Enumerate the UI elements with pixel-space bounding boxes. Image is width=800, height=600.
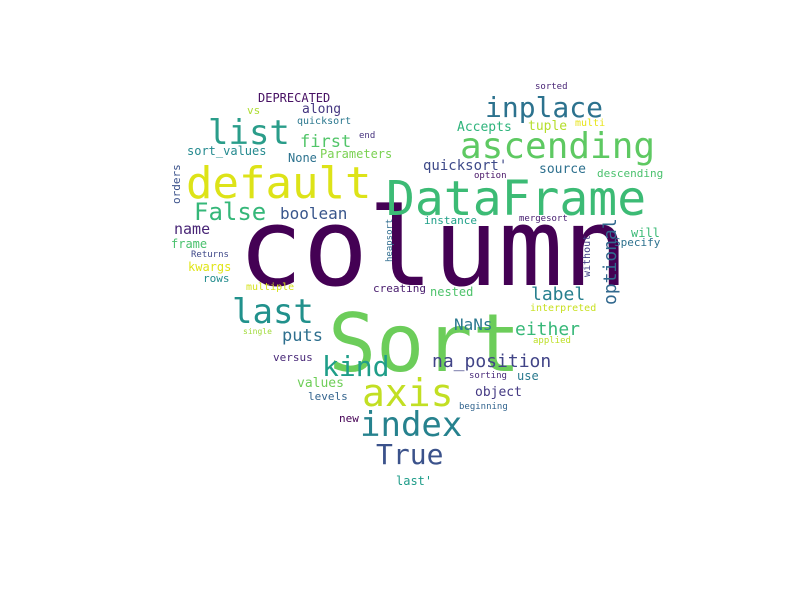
cloud-word: Accepts: [457, 120, 512, 135]
cloud-word: sorted: [535, 82, 568, 92]
cloud-word: kind: [322, 350, 389, 383]
cloud-word: axis: [362, 371, 454, 415]
cloud-word: kwargs: [188, 260, 231, 274]
cloud-word: mergesort: [519, 214, 568, 224]
cloud-word: will: [631, 226, 660, 240]
cloud-word: NaNs: [454, 315, 493, 334]
cloud-word: DEPRECATED: [258, 91, 330, 105]
cloud-word: last: [232, 292, 314, 332]
cloud-word: DataFrame: [386, 171, 646, 227]
cloud-word: object: [475, 385, 522, 400]
cloud-word: Sort: [328, 297, 521, 390]
cloud-word: interpreted: [530, 303, 596, 314]
cloud-word: last': [396, 474, 432, 488]
cloud-word: list: [208, 113, 290, 153]
cloud-word: label: [531, 284, 585, 305]
cloud-word: sort_values: [187, 144, 266, 158]
cloud-word: heapsort: [385, 219, 395, 262]
cloud-word: Specify: [614, 236, 661, 249]
cloud-word: Returns: [191, 250, 229, 260]
cloud-word: frame: [171, 237, 207, 251]
cloud-word: applied: [533, 336, 571, 346]
cloud-word: inplace: [485, 91, 603, 124]
cloud-word: orders: [170, 164, 183, 204]
cloud-word: single: [243, 327, 272, 336]
cloud-word: tuple: [528, 119, 567, 134]
cloud-word: either: [515, 319, 580, 340]
cloud-word: ascending: [460, 126, 655, 167]
cloud-word: descending: [597, 167, 663, 180]
cloud-word: values: [297, 376, 344, 391]
cloud-word: quicksort: [297, 116, 351, 127]
cloud-word: nested: [430, 285, 473, 299]
cloud-word: na_position: [432, 351, 551, 372]
cloud-word: source: [539, 162, 586, 177]
cloud-word: beginning: [459, 402, 508, 412]
cloud-word: column: [238, 186, 628, 311]
cloud-word: multiple: [246, 282, 294, 293]
cloud-word: creating: [373, 282, 426, 295]
cloud-word: option: [474, 171, 507, 181]
cloud-word: rows: [203, 272, 230, 285]
cloud-word: default: [186, 158, 371, 209]
cloud-word: versus: [273, 351, 313, 364]
cloud-word: name: [174, 220, 210, 238]
cloud-word: False: [194, 198, 266, 226]
cloud-word: new: [339, 412, 359, 425]
cloud-word: Parameters: [320, 147, 392, 161]
cloud-word: use: [517, 369, 539, 383]
cloud-word: first: [300, 132, 351, 152]
cloud-word: along: [302, 102, 341, 117]
cloud-word: end: [359, 131, 375, 141]
cloud-word: puts: [282, 326, 323, 346]
cloud-word: vs: [247, 104, 260, 117]
cloud-word: without: [582, 235, 593, 277]
cloud-word: multi: [575, 118, 605, 129]
cloud-word: True: [376, 438, 443, 471]
cloud-word: boolean: [280, 204, 347, 223]
cloud-word: instance: [424, 214, 477, 227]
cloud-word: index: [360, 405, 462, 445]
cloud-word: quicksort': [423, 158, 507, 174]
cloud-word: None: [288, 151, 317, 165]
cloud-word: optional: [600, 218, 621, 305]
cloud-word: sorting: [469, 371, 507, 381]
cloud-word: levels: [308, 390, 348, 403]
